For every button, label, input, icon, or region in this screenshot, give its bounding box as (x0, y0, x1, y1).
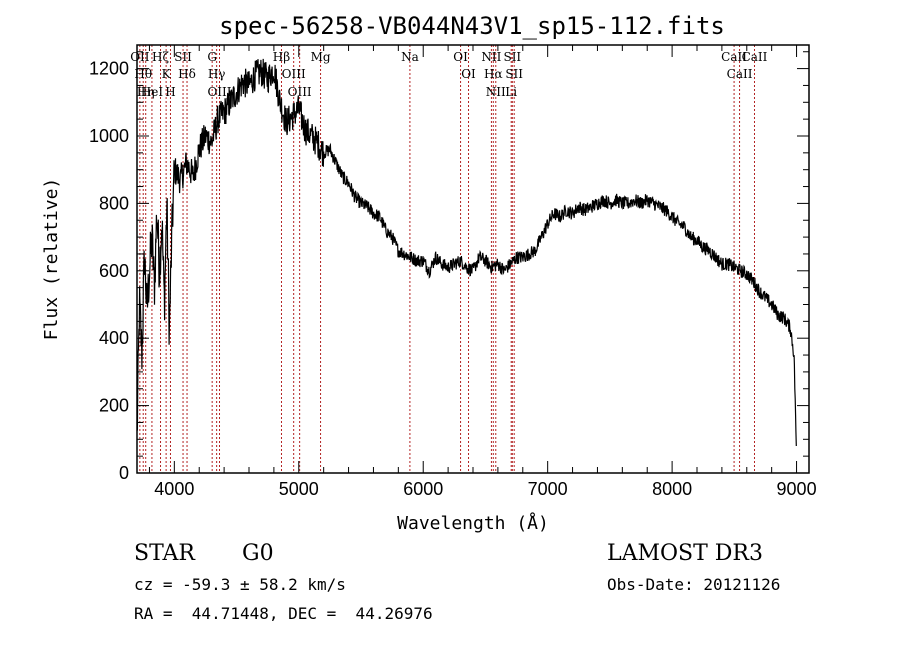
y-tick-label: 400 (99, 328, 129, 348)
survey-name: LAMOST DR3 (607, 541, 763, 566)
line-marker-label: CaII (742, 50, 768, 64)
y-tick-label: 600 (99, 261, 129, 281)
object-class: STAR (134, 541, 195, 566)
line-marker-label: Hη (137, 85, 155, 99)
line-marker-label: G (207, 50, 217, 64)
emission-line-markers (139, 45, 755, 473)
axis-tick-labels: 4000 5000 6000 7000 8000 9000 0 200 400 600 800 100… (89, 59, 817, 499)
x-tick-label: 7000 (528, 479, 568, 499)
y-axis-label: Flux (relative) (41, 178, 62, 341)
line-marker-label: Na (401, 50, 419, 64)
redshift-velocity: cz = -59.3 ± 58.2 km/s (134, 575, 346, 594)
line-marker-label: Hζ (152, 50, 169, 64)
line-marker-label: Hα (484, 67, 503, 81)
y-tick-label: 1200 (89, 59, 129, 79)
line-marker-label: Hθ (134, 67, 152, 81)
line-marker-label: H (165, 85, 175, 99)
chart-title: spec-56258-VB044N43V1_sp15-112.fits (219, 12, 725, 40)
axis-ticks (137, 45, 809, 474)
line-marker-label: OI (461, 67, 476, 81)
line-marker-label: Hβ (273, 50, 290, 64)
line-marker-label: OI (453, 50, 468, 64)
line-marker-label: OIII (282, 67, 306, 81)
y-tick-label: 1000 (89, 126, 129, 146)
line-marker-label: K (162, 67, 172, 81)
line-marker-label: NII (481, 50, 501, 64)
line-marker-label: CaII (727, 67, 753, 81)
y-tick-label: 800 (99, 193, 129, 213)
line-marker-label: Hδ (178, 67, 196, 81)
line-marker-label: Li (505, 85, 517, 99)
x-tick-label: 5000 (279, 479, 319, 499)
object-subclass: G0 (242, 541, 274, 566)
line-marker-label: Mg (311, 50, 331, 64)
x-tick-label: 6000 (403, 479, 443, 499)
x-tick-label: 8000 (652, 479, 692, 499)
obs-date: Obs-Date: 20121126 (607, 575, 781, 594)
line-marker-label: SII (174, 50, 192, 64)
y-tick-label: 0 (119, 463, 129, 483)
x-tick-label: 4000 (154, 479, 194, 499)
y-tick-label: 200 (99, 396, 129, 416)
line-marker-label: OIII (288, 85, 312, 99)
x-axis-label: Wavelength (Å) (397, 512, 549, 534)
line-marker-label: SII (503, 50, 521, 64)
plot-frame (136, 44, 810, 474)
line-marker-label: HeI (141, 85, 164, 99)
line-marker-label: Hγ (208, 67, 226, 81)
sky-coordinates: RA = 44.71448, DEC = 44.26976 (134, 604, 433, 623)
line-marker-label: SII (505, 67, 523, 81)
x-tick-label: 9000 (777, 479, 817, 499)
line-marker-label: NII (486, 85, 506, 99)
spectrum-line (136, 58, 797, 447)
line-marker-label: OIII (207, 85, 231, 99)
line-marker-label: OII (130, 50, 150, 64)
line-marker-label: CaII (721, 50, 747, 64)
